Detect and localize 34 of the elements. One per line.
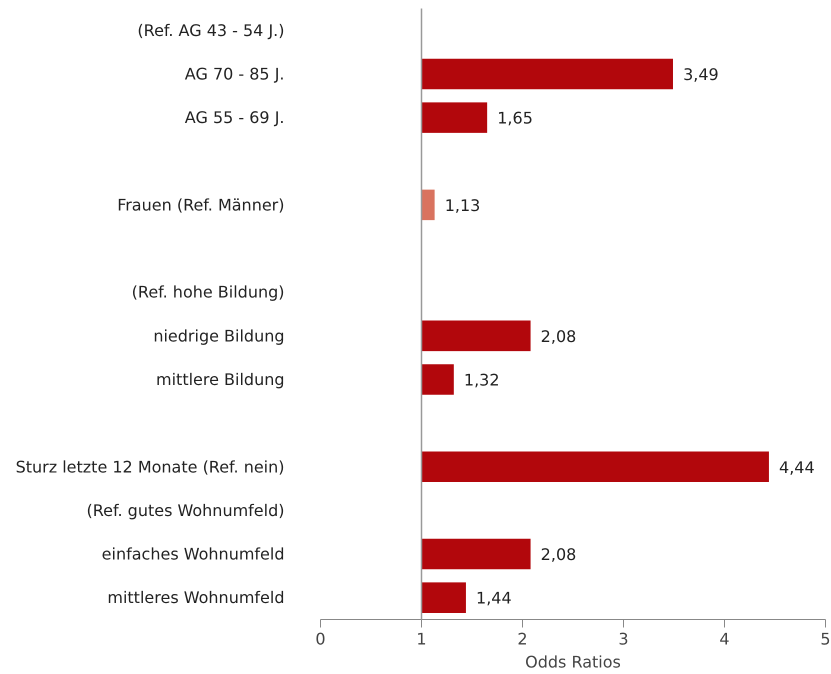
bar bbox=[422, 190, 435, 220]
x-tick-label: 1 bbox=[416, 630, 427, 648]
y-tick-label: (Ref. hohe Bildung) bbox=[132, 282, 284, 302]
y-tick-label: (Ref. AG 43 - 54 J.) bbox=[137, 20, 285, 40]
data-label: 1,44 bbox=[476, 588, 512, 608]
x-tick-label: 4 bbox=[719, 630, 730, 648]
x-axis-title: Odds Ratios bbox=[525, 652, 621, 672]
data-label: 3,49 bbox=[683, 64, 719, 84]
y-tick-label: einfaches Wohnumfeld bbox=[102, 544, 284, 564]
data-label: 2,08 bbox=[540, 326, 576, 346]
bar bbox=[422, 102, 488, 133]
y-tick-label: AG 70 - 85 J. bbox=[184, 64, 284, 84]
x-tick-label: 5 bbox=[820, 630, 831, 648]
data-label: 1,65 bbox=[497, 108, 533, 128]
bar bbox=[422, 320, 531, 352]
bar bbox=[422, 364, 454, 395]
y-tick-label: Frauen (Ref. Männer) bbox=[117, 195, 284, 214]
x-tick-label: 0 bbox=[315, 630, 326, 648]
bar bbox=[422, 451, 769, 482]
data-label: 2,08 bbox=[540, 545, 576, 564]
bar bbox=[422, 538, 531, 570]
y-tick-label: niedrige Bildung bbox=[153, 326, 284, 346]
x-tick-label: 3 bbox=[618, 630, 629, 648]
y-tick-label: mittleres Wohnumfeld bbox=[107, 588, 285, 608]
x-tick-label: 2 bbox=[517, 630, 528, 648]
data-label: 1,32 bbox=[464, 370, 500, 390]
y-tick-label: (Ref. gutes Wohnumfeld) bbox=[86, 500, 285, 520]
bar bbox=[422, 58, 673, 90]
y-tick-label: Sturz letzte 12 Monate (Ref. nein) bbox=[16, 457, 284, 476]
y-tick-label: AG 55 - 69 J. bbox=[184, 108, 284, 128]
data-label: 4,44 bbox=[779, 458, 815, 477]
bar bbox=[422, 582, 466, 613]
y-tick-label: mittlere Bildung bbox=[156, 370, 284, 389]
data-label: 1,13 bbox=[444, 196, 480, 215]
